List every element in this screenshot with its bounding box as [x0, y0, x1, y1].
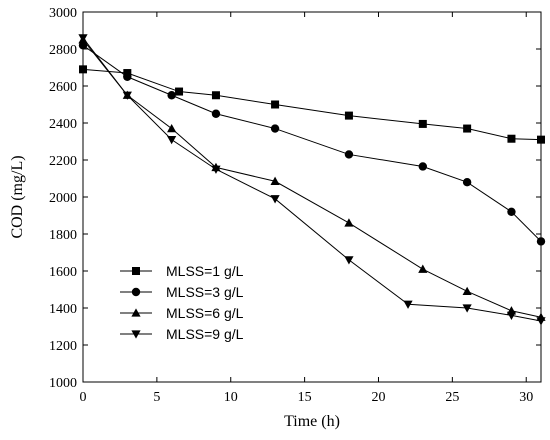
- x-tick-label: 10: [224, 390, 238, 405]
- data-point: [211, 109, 221, 118]
- y-tick-label: 1600: [49, 265, 77, 280]
- data-point: [418, 162, 428, 171]
- legend-marker: [131, 287, 141, 297]
- series-line: [82, 44, 542, 242]
- data-point: [462, 286, 472, 296]
- x-tick-label: 5: [153, 390, 160, 405]
- y-tick-label: 1400: [49, 302, 77, 317]
- series-4: [78, 34, 546, 326]
- series-2: [78, 41, 546, 246]
- data-point: [463, 124, 472, 133]
- y-tick-label: 2000: [49, 191, 77, 206]
- data-point: [344, 111, 353, 120]
- data-point: [418, 264, 428, 273]
- data-point: [507, 134, 516, 143]
- data-point: [167, 123, 177, 133]
- x-tick-label: 25: [445, 390, 459, 405]
- y-tick-label: 2200: [49, 154, 77, 169]
- data-point: [271, 100, 280, 109]
- data-point: [344, 218, 354, 227]
- data-point: [270, 124, 280, 133]
- data-point: [462, 178, 472, 187]
- legend-item: MLSS=9 g/L: [120, 326, 244, 342]
- legend-label: MLSS=1 g/L: [166, 263, 244, 279]
- x-tick-label: 0: [80, 390, 87, 405]
- legend-marker: [131, 308, 141, 317]
- y-tick-label: 2800: [49, 43, 77, 58]
- y-tick-label: 1800: [49, 228, 77, 243]
- legend-label: MLSS=6 g/L: [166, 305, 244, 321]
- data-point: [123, 72, 132, 81]
- data-point: [536, 237, 546, 246]
- data-point: [536, 317, 546, 326]
- data-point: [270, 176, 280, 185]
- data-point: [344, 150, 354, 159]
- data-point: [122, 91, 132, 100]
- data-point: [537, 135, 545, 144]
- x-tick-label: 15: [298, 390, 312, 405]
- legend-marker: [132, 267, 140, 275]
- legend-marker: [131, 330, 141, 339]
- data-point: [403, 300, 413, 309]
- legend-label: MLSS=9 g/L: [166, 326, 244, 342]
- series-layer: [78, 34, 546, 326]
- y-axis-title: COD (mg/L): [9, 155, 26, 238]
- y-tick-label: 2400: [49, 117, 77, 132]
- data-point: [462, 304, 472, 313]
- legend-item: MLSS=1 g/L: [120, 263, 244, 279]
- legend-item: MLSS=3 g/L: [120, 284, 244, 300]
- data-point: [418, 119, 427, 128]
- series-line: [82, 68, 542, 141]
- data-point: [175, 87, 184, 96]
- legend: MLSS=1 g/L MLSS=3 g/L MLSS=6 g/L MLSS=9 g/L: [120, 263, 244, 342]
- y-tick-label: 1200: [49, 339, 77, 354]
- data-point: [79, 65, 87, 74]
- series-1: [79, 65, 545, 144]
- series-3: [78, 35, 546, 321]
- series-line: [82, 39, 542, 318]
- data-point: [344, 256, 354, 265]
- data-point: [211, 91, 220, 100]
- x-axis-title: Time (h): [284, 413, 340, 430]
- data-point: [167, 91, 176, 100]
- x-tick-label: 20: [371, 390, 385, 405]
- plot-frame: [82, 11, 542, 383]
- data-point: [270, 195, 280, 204]
- legend-label: MLSS=3 g/L: [166, 284, 244, 300]
- data-point: [507, 207, 516, 216]
- data-point: [211, 165, 221, 174]
- data-point: [167, 135, 177, 145]
- data-point: [506, 311, 517, 320]
- axis-ticks: 0 5 10 15 20 25 30 1000 1200 1400 1600 1800 2000 2200…: [49, 6, 541, 405]
- y-tick-label: 1000: [49, 376, 77, 391]
- x-tick-label: 30: [519, 390, 533, 405]
- y-tick-label: 3000: [49, 6, 77, 21]
- legend-item: MLSS=6 g/L: [120, 305, 244, 321]
- series-line: [82, 37, 542, 322]
- y-tick-label: 2600: [49, 80, 77, 95]
- data-point: [78, 34, 88, 43]
